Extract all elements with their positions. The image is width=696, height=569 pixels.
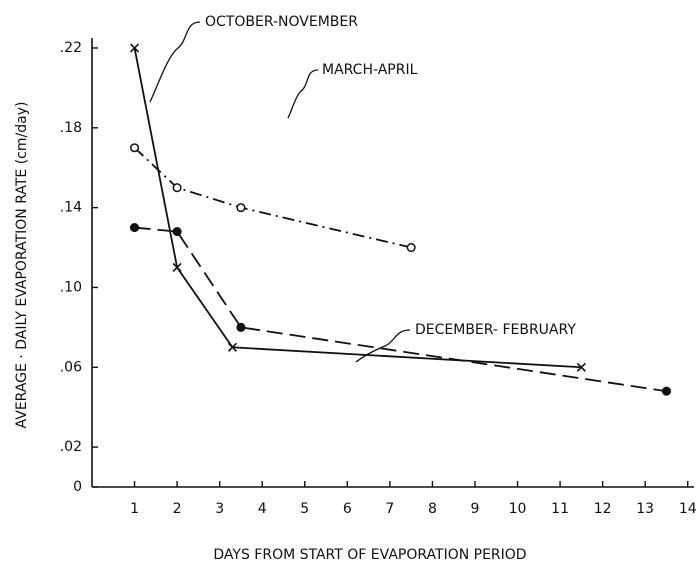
- y-tick-label: .18: [60, 120, 82, 136]
- x-tick-label: 4: [258, 501, 267, 517]
- x-tick-label: 12: [594, 501, 612, 517]
- series-line: [133, 147, 412, 249]
- marker: [172, 183, 182, 193]
- x-tick-label: 6: [343, 501, 352, 517]
- x-tick-label: 9: [471, 501, 480, 517]
- marker: [129, 43, 140, 53]
- y-tick-label: 0: [73, 479, 82, 495]
- marker: [130, 143, 140, 153]
- y-tick-label: .14: [60, 200, 82, 216]
- series-line: [133, 47, 582, 369]
- x-tick-label: 14: [679, 501, 696, 517]
- x-tick-label: 10: [509, 501, 527, 517]
- leader: [287, 69, 319, 119]
- marker: [236, 322, 246, 332]
- x-axis-label: DAYS FROM START OF EVAPORATION PERIOD: [213, 547, 526, 563]
- x-tick-label: 11: [551, 501, 569, 517]
- series-label: OCTOBER-NOVEMBER: [205, 14, 358, 30]
- series-label: DECEMBER- FEBRUARY: [415, 322, 576, 338]
- y-tick-label: .02: [60, 439, 82, 455]
- x-tick-label: 8: [428, 501, 437, 517]
- y-tick-label: .22: [60, 40, 82, 56]
- x-tick-label: 2: [173, 501, 182, 517]
- marker: [576, 362, 586, 372]
- x-tick-label: 5: [300, 501, 309, 517]
- x-tick-label: 13: [636, 501, 654, 517]
- marker: [227, 342, 237, 352]
- series-line: [134, 226, 667, 393]
- x-tick-label: 1: [130, 501, 139, 517]
- marker: [172, 262, 182, 273]
- x-tick-label: 3: [215, 501, 224, 517]
- y-axis-label: AVERAGE · DAILY EVAPORATION RATE (cm/day…: [14, 102, 30, 429]
- y-tick-label: .10: [60, 279, 82, 295]
- marker: [130, 223, 140, 233]
- leader: [149, 21, 201, 103]
- marker: [661, 386, 672, 396]
- x-tick-label: 7: [385, 501, 394, 517]
- marker: [172, 227, 182, 237]
- marker: [236, 203, 246, 213]
- y-tick-label: .06: [60, 359, 82, 375]
- leader: [355, 329, 411, 363]
- series-label: MARCH-APRIL: [322, 62, 418, 78]
- marker: [406, 242, 416, 253]
